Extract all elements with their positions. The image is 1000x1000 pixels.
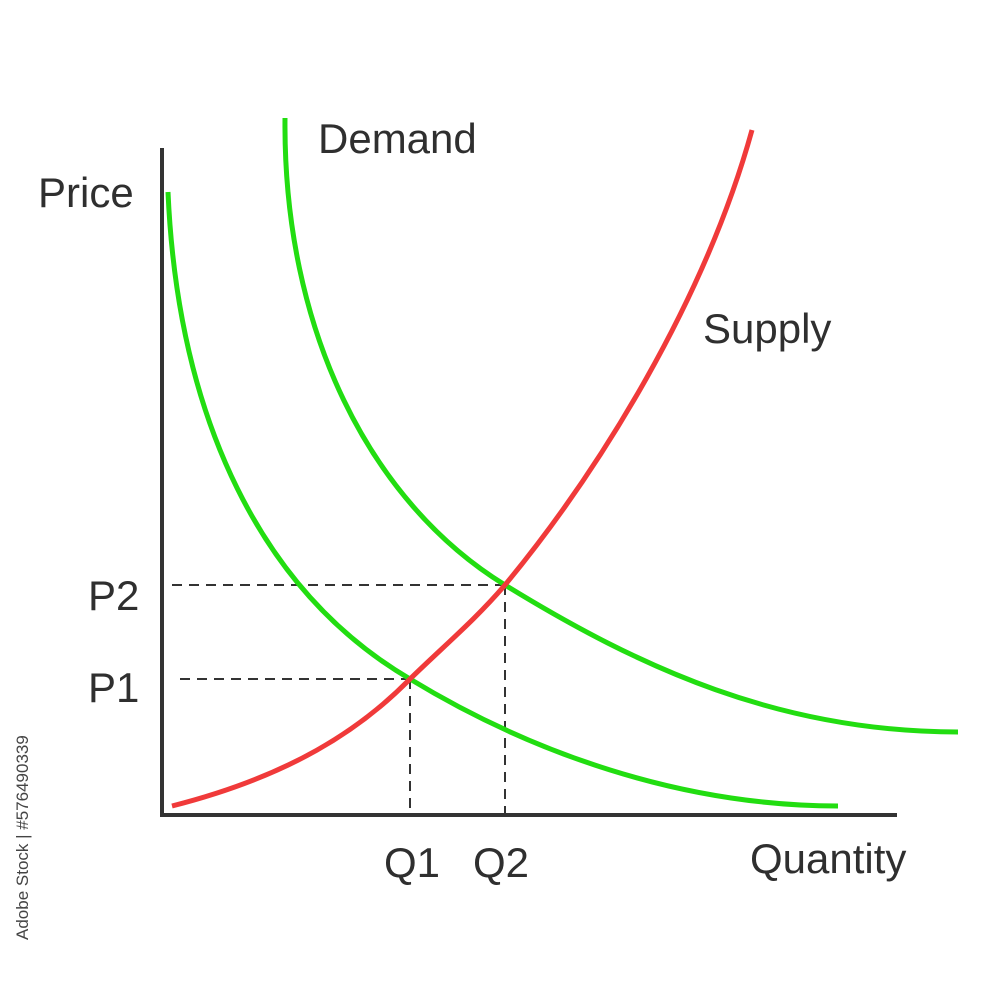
guides bbox=[172, 584, 506, 815]
demand-label: Demand bbox=[318, 115, 477, 162]
y-axis-label: Price bbox=[38, 169, 134, 216]
supply-curve bbox=[171, 129, 755, 809]
supply-label: Supply bbox=[703, 305, 831, 352]
price-label: P2 bbox=[88, 572, 139, 619]
x-axis-label: Quantity bbox=[750, 835, 906, 882]
demand-curve-1 bbox=[165, 191, 839, 809]
watermark: Adobe Stock | #576490339 bbox=[13, 735, 32, 940]
quantity-label: Q2 bbox=[473, 839, 529, 886]
quantity-label: Q1 bbox=[384, 839, 440, 886]
price-label: P1 bbox=[88, 664, 139, 711]
